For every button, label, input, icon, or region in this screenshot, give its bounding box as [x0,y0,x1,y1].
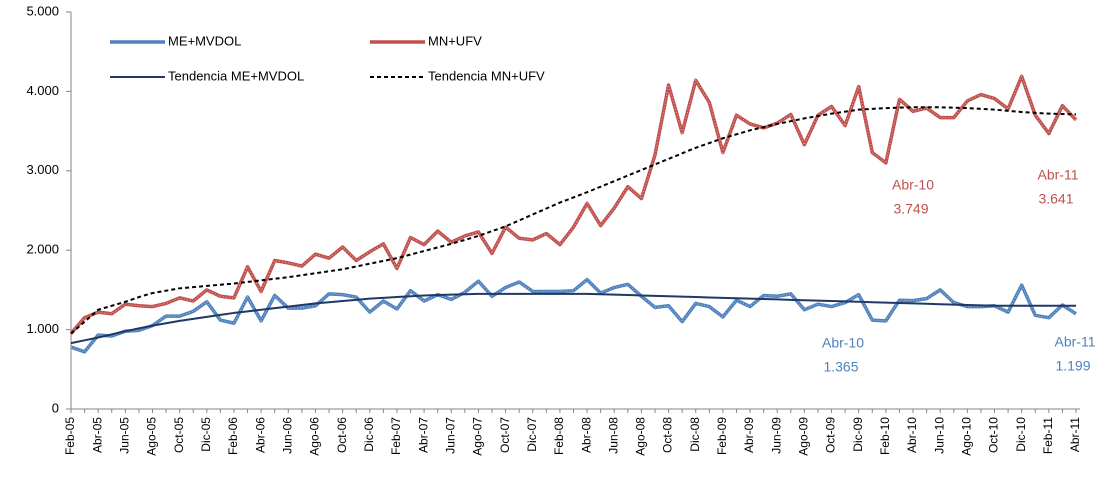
x-tick-label: Oct-06 [335,417,349,453]
x-tick-label: Dic-08 [688,417,702,452]
y-tick-label: 2.000 [26,242,59,257]
x-tick-label: Dic-06 [362,417,376,452]
data-label: 3.641 [1038,191,1073,207]
series-line [70,106,1077,335]
x-tick-label: Abr-10 [905,417,919,453]
annotation-category: Abr-10 [892,177,934,193]
x-tick-label: Abr-05 [90,417,104,453]
x-tick-label: Oct-08 [661,417,675,453]
x-tick-label: Feb-11 [1041,417,1055,454]
x-tick-label: Abr-08 [579,417,593,453]
x-tick-label: Feb-10 [878,417,892,455]
x-tick-label: Jun-08 [606,417,620,454]
x-tick-label: Oct-05 [172,417,186,453]
x-tick-label: Feb-06 [226,417,240,455]
x-tick-label: Dic-05 [199,417,213,452]
x-tick-label: Ago-08 [634,417,648,456]
y-tick-label: 1.000 [26,321,59,336]
x-tick-label: Ago-09 [797,417,811,456]
legend-label: Tendencia MN+UFV [428,68,545,83]
x-tick-label: Dic-07 [525,417,539,452]
legend-label: ME+MVDOL [168,33,241,48]
annotation-category: Abr-10 [822,335,864,351]
x-tick-label: Ago-05 [145,417,159,456]
x-tick-label: Oct-09 [824,417,838,453]
data-label: 3.749 [893,201,928,217]
annotation-category: Abr-11 [1055,334,1096,350]
x-tick-label: Jun-09 [769,417,783,454]
x-tick-label: Dic-09 [851,417,865,452]
x-tick-label: Abr-11 [1068,417,1082,452]
x-tick-label: Feb-07 [389,417,403,455]
data-label: 1.199 [1055,358,1090,374]
y-tick-label: 5.000 [26,3,59,18]
legend-label: Tendencia ME+MVDOL [168,68,304,83]
x-tick-label: Oct-07 [498,417,512,453]
x-tick-label: Abr-06 [253,417,267,453]
x-tick-label: Feb-09 [715,417,729,455]
x-tick-label: Feb-05 [63,417,77,455]
x-tick-label: Ago-06 [308,417,322,456]
x-tick-label: Abr-09 [742,417,756,453]
x-tick-label: Dic-10 [1014,417,1028,452]
x-tick-label: Jun-07 [443,417,457,454]
x-tick-label: Oct-10 [987,417,1001,453]
x-tick-label: Feb-08 [552,417,566,455]
x-tick-label: Abr-07 [416,417,430,453]
legend-label: MN+UFV [428,33,482,48]
series-line [70,277,1077,354]
x-tick-label: Jun-06 [280,417,294,454]
y-tick-label: 3.000 [26,162,59,177]
series-line [70,292,1076,345]
y-tick-label: 0 [52,400,59,415]
x-tick-label: Ago-10 [960,417,974,456]
x-tick-label: Ago-07 [471,417,485,456]
annotation-category: Abr-11 [1038,167,1079,183]
x-tick-label: Jun-10 [932,417,946,454]
x-tick-label: Jun-05 [117,417,131,454]
data-label: 1.365 [823,359,858,375]
y-tick-label: 4.000 [26,83,59,98]
